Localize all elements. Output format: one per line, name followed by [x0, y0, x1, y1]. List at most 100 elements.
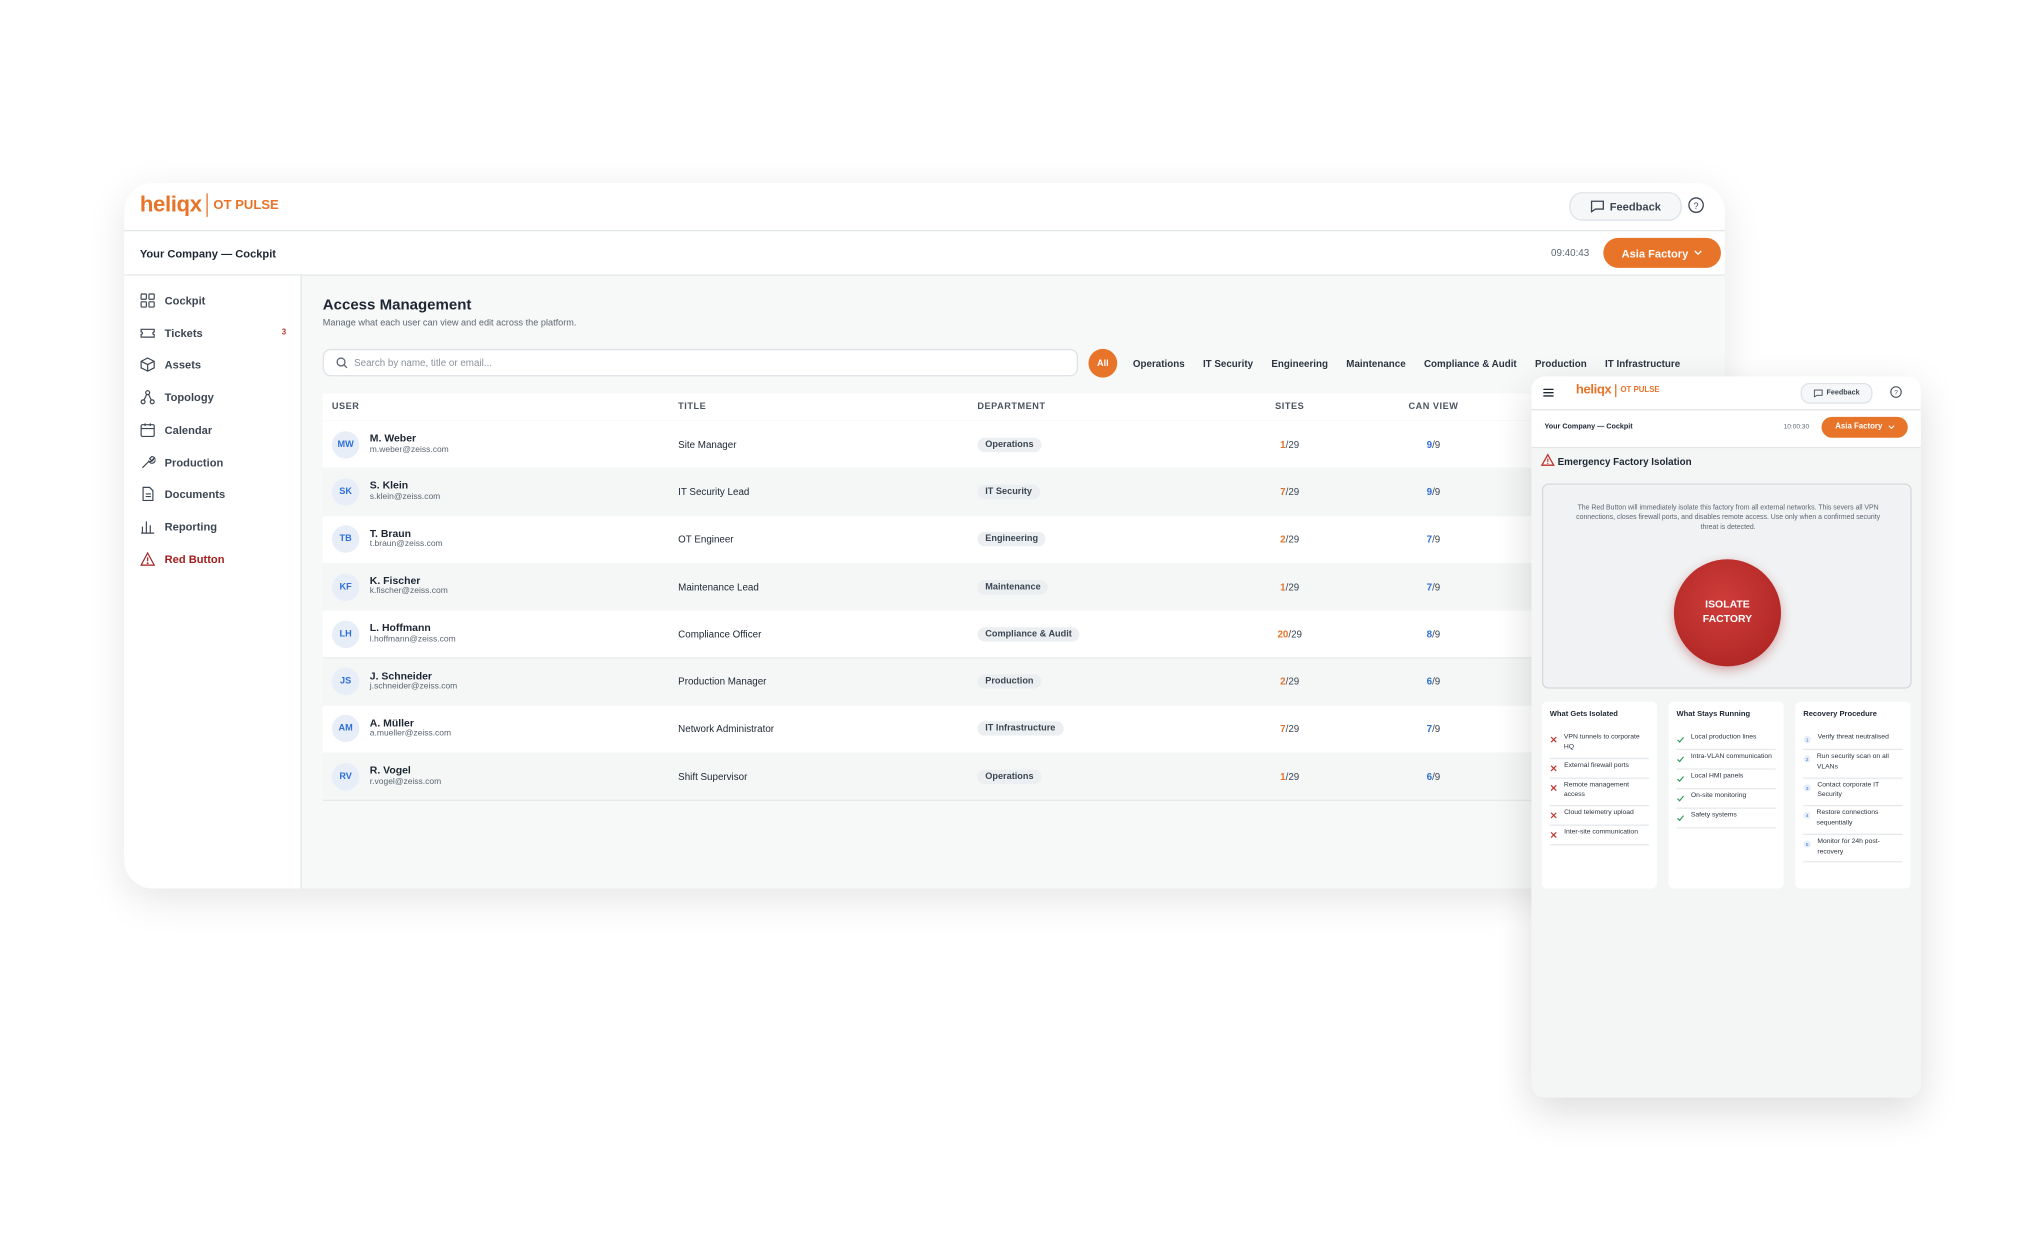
cross-icon	[1550, 832, 1557, 839]
svg-text:1: 1	[1806, 737, 1809, 742]
sites-cell: 2/29	[1257, 676, 1322, 688]
desktop-window: heliqx OT PULSE Feedback ? Your Company …	[124, 182, 1725, 889]
nav-icon	[140, 390, 155, 405]
user-title: OT Engineer	[678, 533, 734, 546]
card-item-text: On-site monitoring	[1690, 791, 1747, 800]
table-row[interactable]: RV R. Vogel r.vogel@zeiss.com Shift Supervi…	[322, 752, 1708, 802]
card-item-text: Verify threat neutralised	[1817, 733, 1889, 741]
user-name: L. Hoffmann	[369, 622, 431, 634]
user-email: t.braun@zeiss.com	[369, 539, 443, 550]
user-title: Shift Supervisor	[678, 770, 748, 783]
card-item-text: Cloud telemetry upload	[1564, 809, 1634, 817]
nav-item[interactable]: Cockpit	[140, 291, 286, 309]
can-view-cell: 9/9	[1401, 439, 1466, 451]
table-row[interactable]: AM A. Müller a.mueller@zeiss.com Network Ad…	[322, 705, 1708, 755]
search-box[interactable]: Search by name, title or email...	[322, 348, 1079, 377]
cards: What Gets Isolated VPN tunnels to corpora…	[1541, 701, 1912, 889]
card-item-text: Safety systems	[1690, 811, 1737, 820]
table-row[interactable]: LH L. Hoffmann l.hoffmann@zeiss.com Complia…	[322, 610, 1708, 660]
page-title: Access Management	[322, 297, 472, 314]
table-row[interactable]: KF K. Fischer k.fischer@zeiss.com Maintenan…	[322, 563, 1708, 612]
card-item: Intra-VLAN communication	[1676, 750, 1776, 770]
logo-divider	[206, 193, 209, 217]
department-pill: Maintenance	[977, 579, 1049, 594]
nav-item[interactable]: Assets	[140, 356, 286, 374]
cross-icon	[1550, 784, 1557, 791]
can-view-cell: 7/9	[1401, 533, 1466, 545]
help-icon[interactable]: ?	[1687, 196, 1705, 214]
sites-cell: 2/29	[1257, 533, 1322, 545]
isolate-label: ISOLATE FACTORY	[1702, 598, 1753, 625]
filter-chip[interactable]: Production	[1535, 357, 1587, 370]
can-view-total: /9	[1432, 675, 1441, 688]
sites-count: 2	[1280, 533, 1286, 546]
filter-chip[interactable]: IT Infrastructure	[1605, 357, 1681, 370]
isolation-panel: The Red Button will immediately isolate …	[1541, 483, 1912, 689]
card-item-text: Run security scan on all VLANs	[1816, 752, 1889, 771]
card-item: 4 Restore connections sequentially	[1803, 806, 1903, 835]
card-item-text: Remote management access	[1563, 780, 1630, 799]
can-view-total: /9	[1432, 438, 1441, 451]
card-item: 5 Monitor for 24h post-recovery	[1803, 835, 1903, 863]
user-name: M. Weber	[369, 432, 417, 445]
card-item: On-site monitoring	[1676, 789, 1776, 809]
feedback-button[interactable]: Feedback	[1800, 382, 1873, 404]
sites-cell: 7/29	[1257, 486, 1322, 498]
user-name: T. Braun	[369, 527, 412, 540]
table-row[interactable]: SK S. Klein s.klein@zeiss.com IT Security L…	[322, 468, 1708, 517]
site-name: Asia Factory	[1835, 423, 1883, 432]
nav-item[interactable]: Documents	[140, 485, 286, 503]
nav-icon	[140, 357, 155, 373]
can-view-cell: 6/9	[1401, 771, 1466, 783]
nav-item[interactable]: Tickets 3	[140, 324, 286, 342]
can-view-total: /9	[1432, 628, 1441, 641]
filter-chip[interactable]: Maintenance	[1346, 357, 1406, 370]
nav-item[interactable]: Calendar	[140, 420, 286, 438]
department-pill: Production	[977, 674, 1042, 689]
card-item-text: External firewall ports	[1564, 761, 1629, 770]
alert-title: Emergency Factory Isolation	[1557, 456, 1692, 468]
nav-item[interactable]: Topology	[140, 388, 286, 406]
svg-text:3: 3	[1806, 785, 1809, 790]
nav-item[interactable]: Reporting	[140, 517, 286, 535]
table-row[interactable]: TB T. Braun t.braun@zeiss.com OT Engineer En…	[322, 515, 1708, 565]
site-selector[interactable]: Asia Factory	[1821, 416, 1908, 438]
can-view-count: 6	[1426, 770, 1433, 783]
sites-cell: 7/29	[1257, 723, 1322, 735]
check-icon	[1677, 756, 1685, 763]
can-view-total: /9	[1432, 533, 1441, 546]
nav-icon	[140, 328, 155, 338]
user-cell: K. Fischer k.fischer@zeiss.com	[370, 575, 448, 598]
feedback-button[interactable]: Feedback	[1569, 192, 1682, 221]
card-item: 2 Run security scan on all VLANs	[1803, 750, 1903, 779]
table-row[interactable]: JS J. Schneider j.schneider@zeiss.com Produ…	[322, 657, 1708, 707]
card-item: Inter-site communication	[1549, 826, 1650, 846]
nav-item[interactable]: Red Button	[140, 550, 286, 568]
nav-item[interactable]: Production	[140, 453, 286, 471]
card-item: VPN tunnels to corporate HQ	[1549, 730, 1650, 759]
filter-chip[interactable]: Engineering	[1271, 357, 1328, 370]
menu-icon[interactable]	[1543, 388, 1554, 397]
feedback-icon	[1590, 200, 1604, 213]
nav-label: Reporting	[164, 519, 218, 533]
help-icon[interactable]: ?	[1889, 385, 1902, 398]
filter-chip[interactable]: Operations	[1132, 357, 1185, 370]
filter-chip[interactable]: IT Security	[1202, 357, 1254, 370]
filter-chip-active[interactable]: All	[1088, 348, 1118, 378]
site-selector[interactable]: Asia Factory	[1603, 237, 1721, 268]
logo-product: OT PULSE	[213, 197, 279, 213]
filter-chip[interactable]: Compliance & Audit	[1423, 357, 1517, 370]
can-view-total: /9	[1432, 580, 1441, 593]
logo-brand: heliqx	[1575, 382, 1612, 398]
check-icon	[1677, 736, 1685, 743]
card-item: 1 Verify threat neutralised	[1803, 730, 1903, 751]
can-view-count: 9	[1426, 486, 1433, 498]
step-number: 3	[1803, 783, 1811, 792]
user-email: a.mueller@zeiss.com	[369, 729, 452, 739]
step-number: 2	[1803, 755, 1811, 763]
info-card: Recovery Procedure 1 Verify threat neutral…	[1795, 701, 1911, 889]
card-item: 3 Contact corporate IT Security	[1803, 778, 1903, 807]
isolate-button[interactable]: ISOLATE FACTORY	[1673, 559, 1782, 667]
table-row[interactable]: MW M. Weber m.weber@zeiss.com Site Manager O…	[322, 420, 1708, 470]
